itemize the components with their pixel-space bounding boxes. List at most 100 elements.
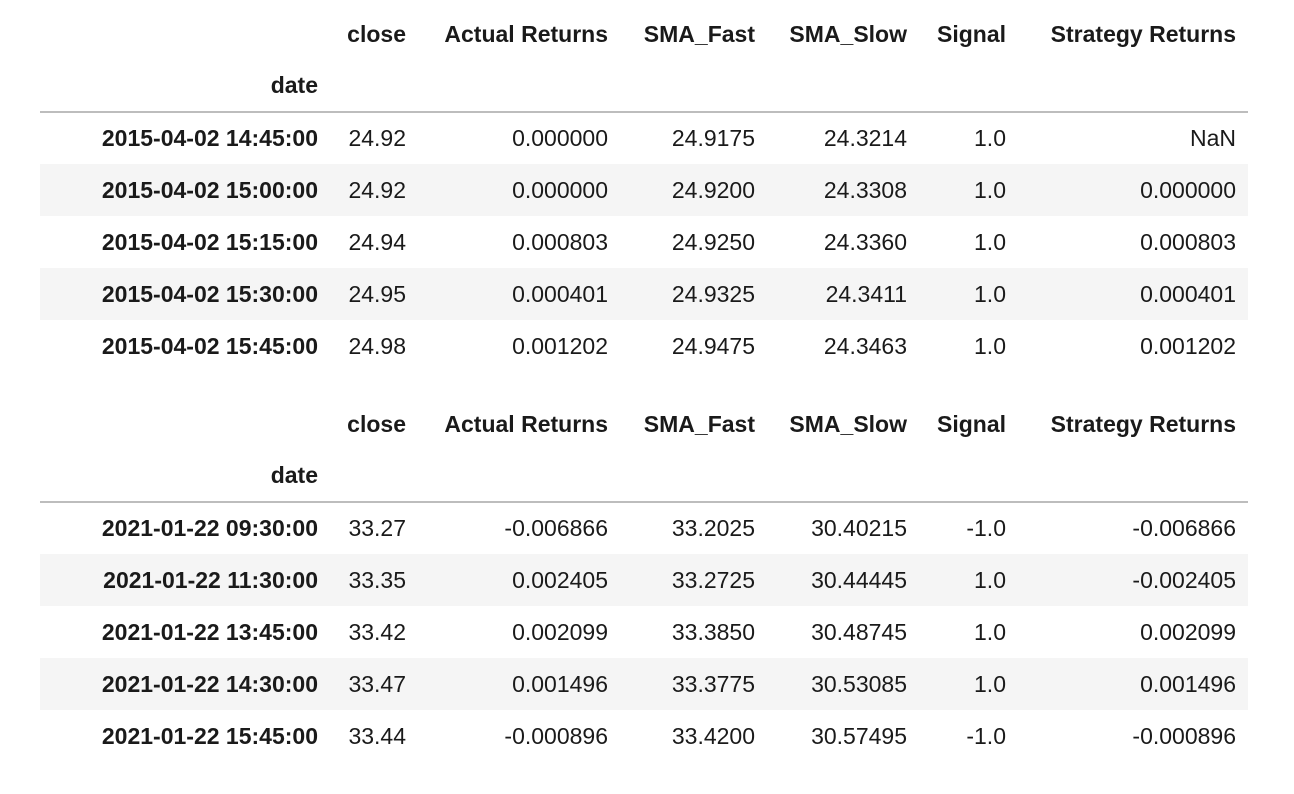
table-body: 2021-01-22 09:30:00 33.27 -0.006866 33.2025… <box>40 502 1248 762</box>
cell-actual-returns: 0.001496 <box>512 670 608 697</box>
table-row: 2015-04-02 14:45:00 24.92 0.000000 24.9175 2… <box>40 112 1248 164</box>
cell-actual-returns: -0.006866 <box>504 515 608 541</box>
index-corner <box>40 398 330 450</box>
cell-sma-fast: 33.3775 <box>671 670 755 697</box>
column-header-actual-returns: Actual Returns <box>444 20 608 47</box>
cell-strategy-returns: 0.001202 <box>1140 332 1236 359</box>
cell-sma-fast: 24.9325 <box>671 280 755 307</box>
cell-sma-slow: 30.57495 <box>811 722 907 749</box>
cell-close: 24.98 <box>348 332 406 359</box>
cell-actual-returns: 0.000803 <box>512 228 608 255</box>
cell-signal: 1.0 <box>974 228 1006 255</box>
cell-strategy-returns: 0.001496 <box>1140 670 1236 697</box>
column-header-sma-fast: SMA_Fast <box>643 410 755 437</box>
row-index-date: 2021-01-22 13:45:00 <box>101 618 318 645</box>
table-row: 2021-01-22 09:30:00 33.27 -0.006866 33.2025… <box>40 502 1248 554</box>
cell-sma-slow: 30.40215 <box>811 515 907 541</box>
table-row: 2021-01-22 11:30:00 33.35 0.002405 33.2725 3… <box>40 554 1248 606</box>
row-index-date: 2015-04-02 15:15:00 <box>101 228 318 255</box>
cell-actual-returns: 0.000000 <box>512 125 608 151</box>
index-name: date <box>40 60 330 113</box>
dataframe-table: close Actual Returns SMA_Fast SMA_Slow S… <box>40 398 1248 762</box>
cell-sma-slow: 24.3308 <box>823 176 907 203</box>
row-index-date: 2015-04-02 14:45:00 <box>101 125 318 151</box>
row-index-date: 2021-01-22 11:30:00 <box>103 566 318 593</box>
column-header-signal: Signal <box>936 20 1006 47</box>
column-header-row: close Actual Returns SMA_Fast SMA_Slow S… <box>40 8 1248 60</box>
column-header-sma-slow: SMA_Slow <box>789 410 907 437</box>
cell-close: 33.42 <box>348 618 406 645</box>
cell-strategy-returns: -0.002405 <box>1132 566 1236 593</box>
cell-sma-slow: 24.3214 <box>823 125 907 151</box>
cell-sma-slow: 24.3463 <box>823 332 907 359</box>
cell-actual-returns: -0.000896 <box>504 722 608 749</box>
table-row: 2015-04-02 15:30:00 24.95 0.000401 24.9325 2… <box>40 268 1248 320</box>
column-header-strategy-returns: Strategy Returns <box>1050 20 1236 47</box>
cell-sma-fast: 24.9200 <box>671 176 755 203</box>
cell-sma-fast: 33.4200 <box>671 722 755 749</box>
cell-signal: 1.0 <box>974 618 1006 645</box>
cell-actual-returns: 0.000000 <box>512 176 608 203</box>
dataframe-head: close Actual Returns SMA_Fast SMA_Slow S… <box>40 8 1248 372</box>
cell-strategy-returns: 0.000803 <box>1140 228 1236 255</box>
row-index-date: 2015-04-02 15:30:00 <box>101 280 318 307</box>
cell-signal: 1.0 <box>974 566 1006 593</box>
cell-sma-fast: 24.9250 <box>671 228 755 255</box>
index-name-row: date <box>40 450 1248 503</box>
cell-signal: -1.0 <box>966 515 1006 541</box>
dataframe-tail: close Actual Returns SMA_Fast SMA_Slow S… <box>40 398 1248 762</box>
cell-close: 24.95 <box>348 280 406 307</box>
cell-strategy-returns: 0.002099 <box>1140 618 1236 645</box>
index-corner <box>40 8 330 60</box>
cell-strategy-returns: -0.000896 <box>1132 722 1236 749</box>
dataframe-table: close Actual Returns SMA_Fast SMA_Slow S… <box>40 8 1248 372</box>
cell-sma-fast: 24.9175 <box>671 125 755 151</box>
cell-actual-returns: 0.001202 <box>512 332 608 359</box>
cell-sma-slow: 30.53085 <box>811 670 907 697</box>
index-name-row: date <box>40 60 1248 113</box>
cell-signal: 1.0 <box>974 125 1006 151</box>
cell-signal: 1.0 <box>974 176 1006 203</box>
row-index-date: 2021-01-22 09:30:00 <box>101 515 318 541</box>
cell-close: 33.35 <box>348 566 406 593</box>
cell-sma-fast: 33.2725 <box>671 566 755 593</box>
cell-signal: -1.0 <box>966 722 1006 749</box>
table-row: 2021-01-22 15:45:00 33.44 -0.000896 33.4200… <box>40 710 1248 762</box>
cell-sma-slow: 30.48745 <box>811 618 907 645</box>
cell-strategy-returns: NaN <box>1189 125 1236 151</box>
cell-close: 33.44 <box>348 722 406 749</box>
cell-strategy-returns: -0.006866 <box>1132 515 1236 541</box>
index-name: date <box>40 450 330 503</box>
cell-strategy-returns: 0.000000 <box>1140 176 1236 203</box>
row-index-date: 2021-01-22 15:45:00 <box>101 722 318 749</box>
cell-sma-fast: 24.9475 <box>671 332 755 359</box>
cell-sma-slow: 30.44445 <box>811 566 907 593</box>
cell-signal: 1.0 <box>974 670 1006 697</box>
cell-sma-fast: 33.2025 <box>671 515 755 541</box>
table-row: 2015-04-02 15:45:00 24.98 0.001202 24.9475 2… <box>40 320 1248 372</box>
cell-close: 24.94 <box>348 228 406 255</box>
row-index-date: 2021-01-22 14:30:00 <box>101 670 318 697</box>
column-header-actual-returns: Actual Returns <box>444 410 608 437</box>
table-body: 2015-04-02 14:45:00 24.92 0.000000 24.9175 2… <box>40 112 1248 372</box>
row-index-date: 2015-04-02 15:45:00 <box>101 332 318 359</box>
cell-sma-slow: 24.3411 <box>825 280 907 307</box>
cell-actual-returns: 0.002099 <box>512 618 608 645</box>
row-index-date: 2015-04-02 15:00:00 <box>101 176 318 203</box>
cell-sma-slow: 24.3360 <box>823 228 907 255</box>
column-header-close: close <box>347 20 406 47</box>
cell-signal: 1.0 <box>974 280 1006 307</box>
column-header-sma-fast: SMA_Fast <box>643 20 755 47</box>
column-header-row: close Actual Returns SMA_Fast SMA_Slow S… <box>40 398 1248 450</box>
cell-sma-fast: 33.3850 <box>671 618 755 645</box>
cell-strategy-returns: 0.000401 <box>1140 280 1236 307</box>
cell-signal: 1.0 <box>974 332 1006 359</box>
cell-close: 24.92 <box>348 176 406 203</box>
cell-close: 33.27 <box>348 515 406 541</box>
cell-close: 33.47 <box>348 670 406 697</box>
table-row: 2021-01-22 14:30:00 33.47 0.001496 33.3775 3… <box>40 658 1248 710</box>
cell-close: 24.92 <box>348 125 406 151</box>
table-row: 2015-04-02 15:15:00 24.94 0.000803 24.9250 2… <box>40 216 1248 268</box>
column-header-strategy-returns: Strategy Returns <box>1050 410 1236 437</box>
cell-actual-returns: 0.002405 <box>512 566 608 593</box>
